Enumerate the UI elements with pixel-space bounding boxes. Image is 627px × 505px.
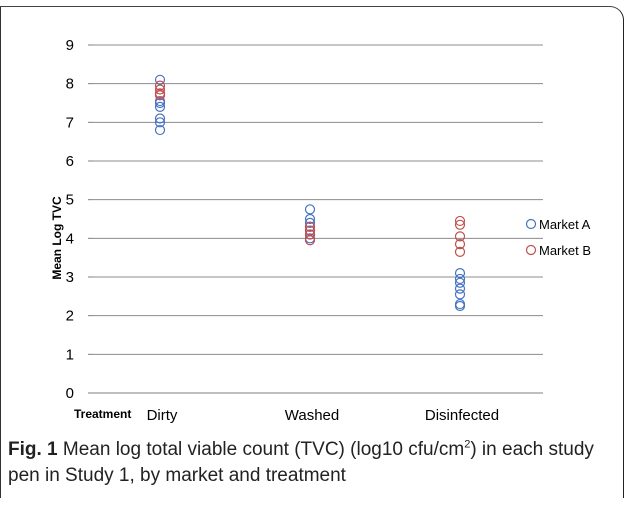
caption-label: Fig. 1: [8, 439, 58, 460]
x-axis-label: Treatment: [74, 407, 131, 421]
data-point: [454, 300, 466, 312]
data-points: [154, 74, 466, 312]
data-point: [454, 268, 466, 279]
data-point: [154, 117, 166, 128]
data-point: [154, 97, 166, 109]
x-category-label: Disinfected: [425, 407, 499, 424]
y-tick-label: 6: [66, 153, 74, 170]
y-tick-label: 5: [66, 192, 74, 209]
x-axis-categories: Dirty Washed Disinfected: [147, 407, 500, 424]
data-point: [454, 246, 466, 257]
data-point: [304, 204, 316, 215]
legend-marker: [525, 244, 537, 256]
data-point: [304, 217, 316, 228]
data-point: [304, 229, 316, 240]
legend-label: Market A: [539, 217, 591, 232]
data-point: [304, 213, 316, 225]
data-point: [454, 239, 466, 250]
data-point: [454, 231, 466, 242]
y-tick-label: 4: [66, 230, 74, 247]
y-axis-ticks: 0 1 2 3 4 5 6 7 8 9: [66, 37, 74, 402]
y-tick-label: 1: [66, 346, 74, 363]
gridlines: [88, 44, 543, 394]
data-point: [154, 84, 166, 95]
x-category-label: Washed: [285, 407, 339, 424]
data-point: [454, 289, 466, 300]
legend: Market A Market B: [525, 217, 591, 258]
figure-frame-left: [0, 6, 1, 498]
data-point: [454, 283, 466, 294]
data-point: [454, 215, 466, 227]
figure-caption: Fig. 1 Mean log total viable count (TVC)…: [8, 437, 613, 489]
y-tick-label: 2: [66, 308, 74, 325]
data-point: [304, 221, 316, 232]
data-point: [154, 90, 166, 101]
data-point: [454, 273, 466, 285]
y-tick-label: 7: [66, 114, 74, 131]
data-point: [154, 124, 166, 136]
caption-text: Mean log total viable count (TVC) (log10…: [57, 439, 465, 460]
legend-marker: [525, 218, 537, 230]
x-category-label: Dirty: [147, 407, 178, 424]
caption-text-end: ) in each study pen in Study 1, by marke…: [8, 439, 594, 486]
y-tick-label: 3: [66, 269, 74, 286]
data-point: [154, 113, 166, 124]
y-tick-label: 0: [66, 385, 74, 402]
legend-label: Market B: [539, 243, 591, 258]
figure-frame: [0, 6, 624, 498]
y-tick-label: 8: [66, 76, 74, 93]
data-point: [304, 235, 316, 246]
data-point: [154, 101, 166, 112]
data-point: [154, 80, 166, 91]
caption-superscript: 2: [464, 438, 471, 451]
data-point: [154, 74, 166, 85]
y-tick-label: 9: [66, 37, 74, 54]
y-axis-label: Mean Log TVC: [50, 196, 64, 280]
data-point: [304, 225, 316, 236]
data-point: [454, 219, 466, 230]
data-point: [454, 277, 466, 288]
